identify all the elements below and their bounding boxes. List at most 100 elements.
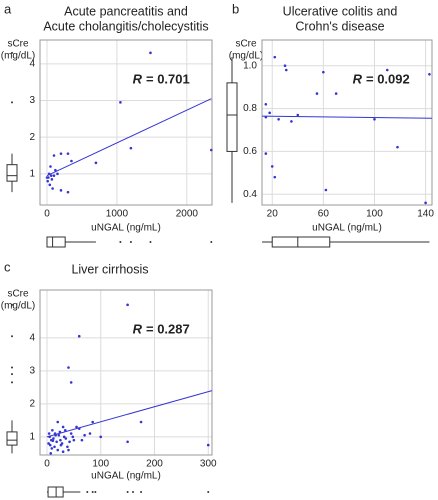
x-axis-label: uNGAL (ng/mL) — [91, 223, 161, 234]
box-outlier — [11, 381, 13, 384]
point — [210, 148, 213, 152]
point — [77, 334, 81, 338]
point — [284, 68, 288, 72]
box — [226, 82, 238, 152]
point — [49, 165, 52, 168]
y-tick-label: 1.0 — [243, 60, 257, 71]
point — [126, 440, 129, 444]
point — [59, 152, 63, 155]
y-axis-label: sCre — [7, 39, 29, 50]
point — [66, 190, 70, 194]
panel-letter: a — [4, 1, 12, 16]
chart-title: Ulcerative colitis and — [283, 4, 398, 18]
box — [271, 236, 331, 248]
box-outlier — [11, 303, 13, 306]
point — [48, 183, 52, 187]
point — [48, 443, 52, 447]
y-tick-label: 4 — [29, 58, 35, 69]
point — [67, 448, 70, 452]
point — [322, 70, 325, 74]
chart-title: Acute cholangitis/cholecystitis — [43, 19, 208, 33]
point — [139, 420, 143, 424]
x-axis-label: uNGAL (ng/mL) — [91, 471, 161, 482]
point — [49, 452, 53, 455]
point — [52, 174, 56, 177]
point — [91, 420, 94, 424]
point — [373, 117, 376, 121]
box-outlier — [11, 366, 13, 369]
box — [6, 164, 18, 182]
point — [47, 432, 51, 435]
point — [52, 154, 56, 157]
y-tick-label: 1 — [29, 431, 35, 442]
y-tick-label: 4 — [29, 332, 35, 343]
point — [59, 189, 63, 192]
point — [94, 161, 98, 165]
x-tick-label: 0 — [44, 209, 50, 220]
point — [68, 440, 71, 444]
point — [71, 435, 75, 439]
point — [75, 425, 78, 429]
point — [66, 152, 70, 155]
point — [64, 437, 68, 440]
x-tick-label: 1000 — [106, 209, 129, 220]
point — [52, 437, 55, 440]
point — [119, 101, 122, 104]
panel-letter: c — [4, 259, 11, 274]
box-outlier — [86, 491, 89, 493]
box-outlier — [11, 101, 13, 104]
point — [88, 432, 92, 435]
y-tick-label: 0.8 — [243, 103, 257, 114]
point — [61, 425, 65, 429]
point — [67, 366, 70, 369]
panel-letter: b — [232, 1, 239, 16]
y-axis-label: (mg/dL) — [1, 51, 35, 62]
point — [72, 438, 76, 442]
stat-value: = 0.287 — [146, 321, 190, 336]
point — [45, 176, 49, 179]
box-outlier — [119, 241, 122, 243]
point — [273, 55, 277, 59]
point — [62, 435, 66, 439]
point — [55, 440, 58, 444]
y-tick-label: 0.4 — [243, 189, 257, 200]
box-outlier — [126, 491, 129, 493]
point — [149, 51, 152, 55]
box-outlier — [129, 241, 132, 243]
point — [80, 438, 84, 442]
chart-title: Liver cirrhosis — [71, 262, 148, 276]
point — [268, 111, 271, 115]
x-tick-label: 20 — [267, 209, 279, 220]
point — [56, 172, 59, 176]
y-tick-label: 2 — [29, 132, 35, 143]
point — [57, 433, 61, 437]
stat-symbol: R — [353, 71, 363, 86]
fit-line — [261, 115, 433, 119]
point — [290, 120, 293, 123]
point — [324, 188, 328, 192]
point — [59, 443, 63, 447]
y-axis-label: (mg/dL) — [1, 301, 35, 312]
point — [66, 445, 69, 449]
point — [270, 165, 274, 168]
box — [47, 486, 64, 498]
point — [49, 174, 53, 177]
stat-value: = 0.701 — [146, 71, 190, 86]
point — [428, 72, 431, 76]
box-outlier — [140, 491, 143, 493]
y-axis-label: sCre — [7, 289, 29, 300]
plot-frame — [39, 289, 213, 456]
x-tick-label: 100 — [366, 209, 383, 220]
point — [69, 381, 73, 384]
y-tick-label: 0.6 — [243, 146, 257, 157]
point — [99, 435, 103, 439]
box-outlier — [91, 491, 94, 493]
point — [385, 68, 389, 72]
y-tick-label: 3 — [29, 95, 35, 106]
box-outlier — [210, 241, 213, 243]
x-tick-label: 100 — [92, 459, 109, 470]
x-tick-label: 2000 — [176, 209, 199, 220]
x-tick-label: 200 — [146, 459, 163, 470]
point — [63, 428, 67, 432]
point — [126, 303, 129, 307]
